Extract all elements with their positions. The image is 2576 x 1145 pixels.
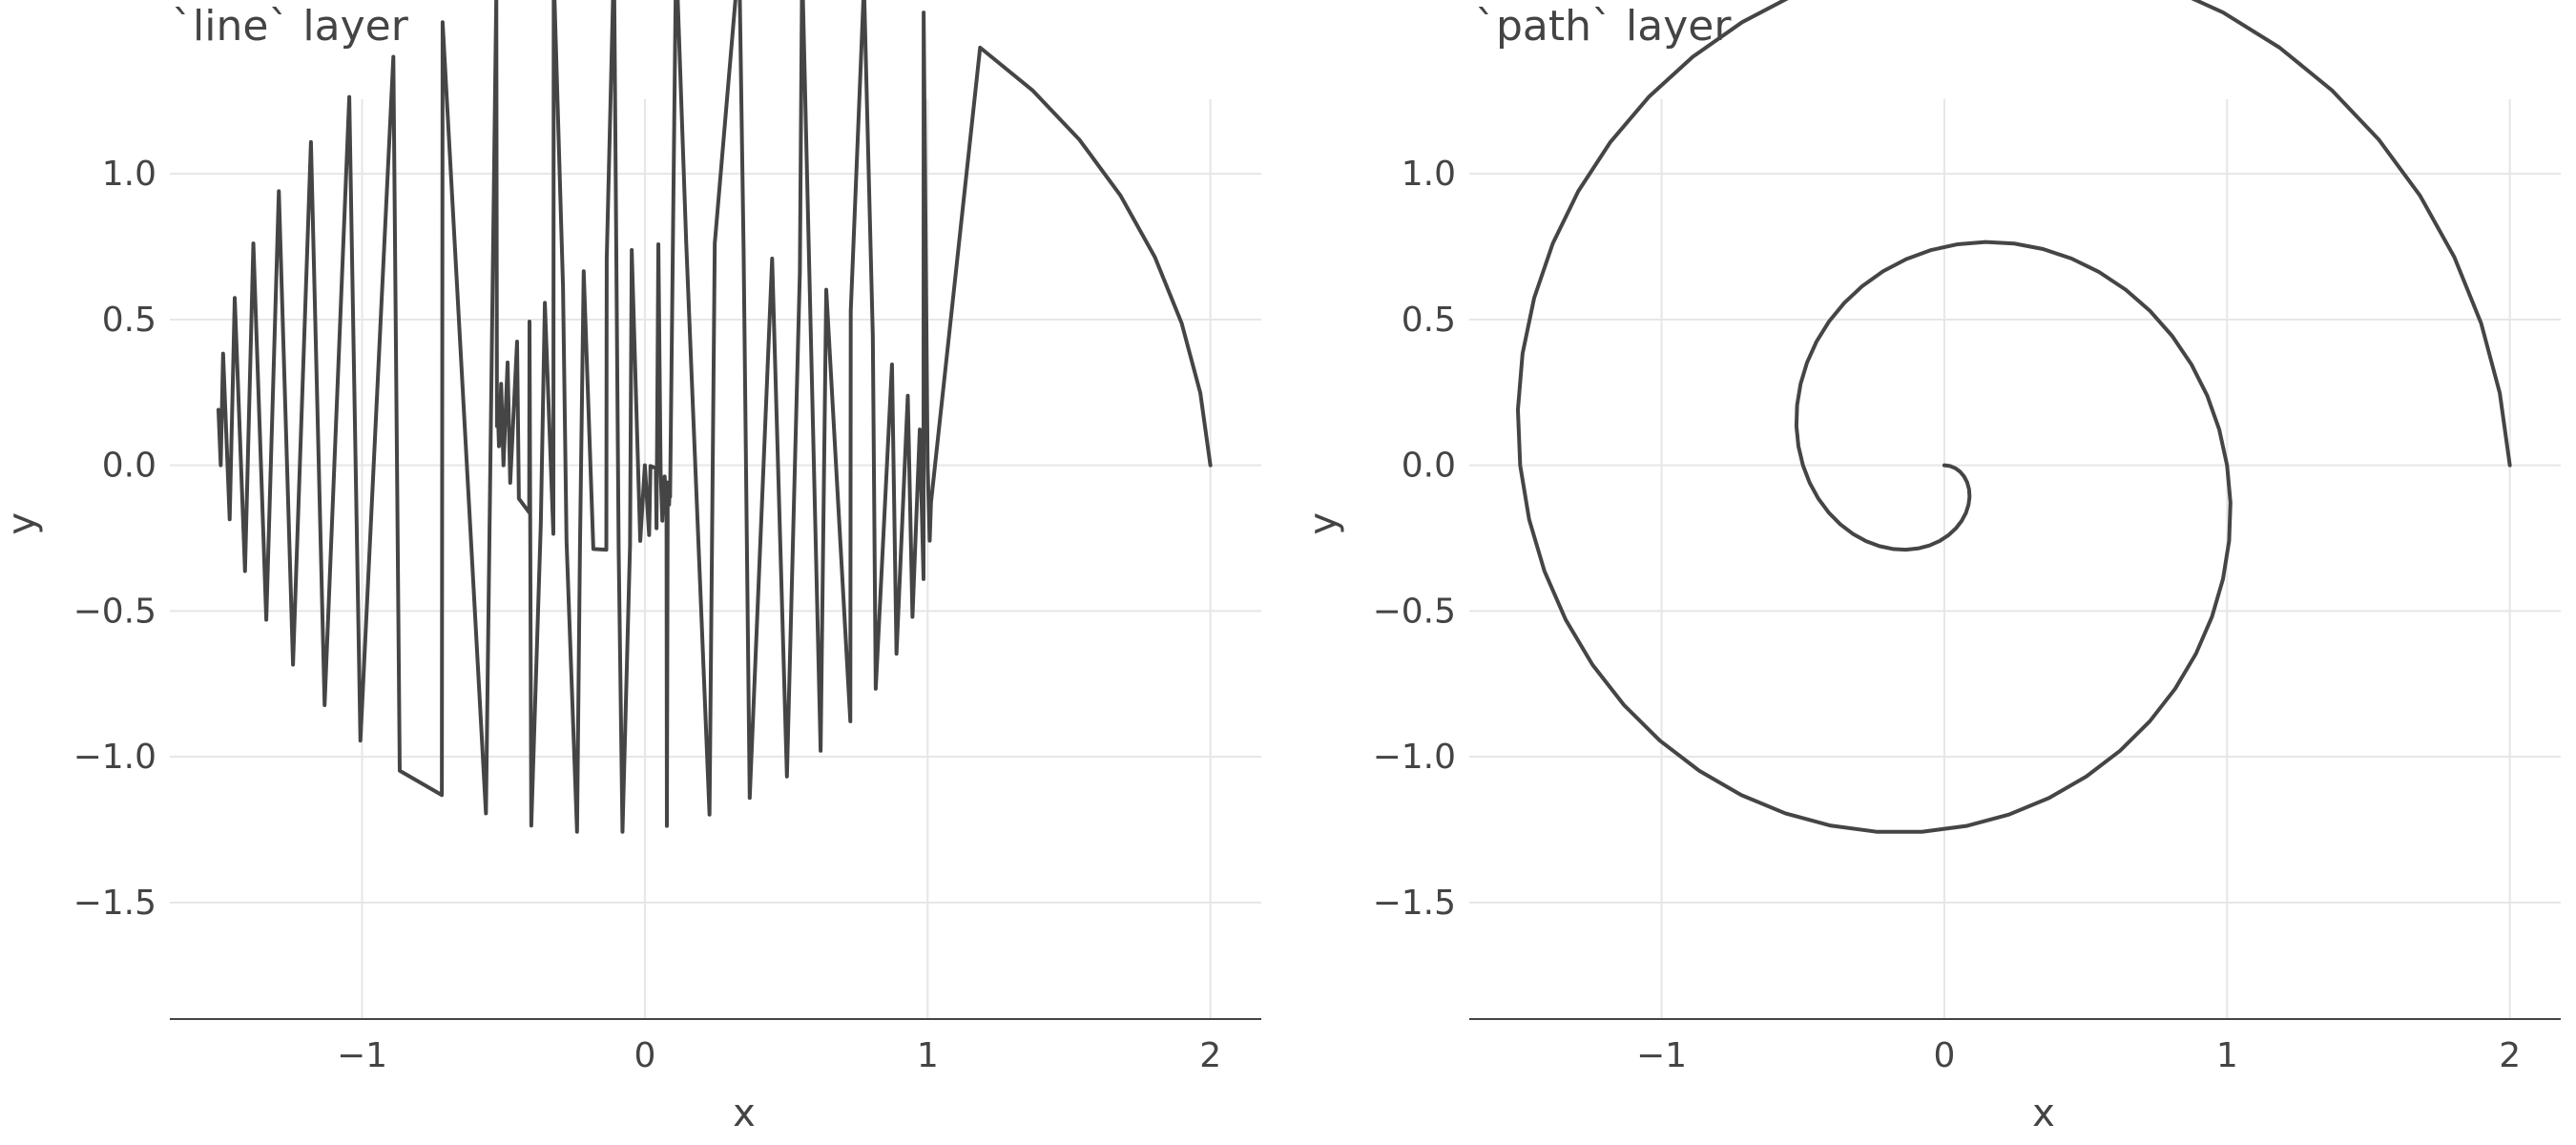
y-tick-label: 0.0	[1402, 447, 1456, 486]
x-tick-label: 2	[2499, 1036, 2521, 1075]
x-tick-label: 0	[1933, 1036, 1955, 1075]
x-axis-title: x	[733, 1092, 756, 1135]
y-tick-label: 0.5	[102, 301, 156, 340]
line-layer-panel: −1 0 1 2 −1.5 −1.0 −0.5 0.0 0.5 1.0 `line` layer x y	[0, 0, 1261, 1135]
path-series	[1515, 0, 2512, 834]
y-tick-label: −1.5	[73, 884, 156, 923]
x-tick-label: 2	[1199, 1036, 1221, 1075]
y-axis-title: y	[1301, 512, 1345, 535]
x-tick-label: −1	[337, 1036, 387, 1075]
y-tick-label: −1.5	[1373, 884, 1456, 923]
panel-title: `line` layer	[172, 2, 409, 51]
x-tick-label: 1	[917, 1036, 939, 1075]
y-tick-label: −1.0	[1373, 738, 1456, 777]
y-axis-title: y	[0, 512, 44, 535]
y-tick-label: 1.0	[1402, 155, 1456, 194]
line-series	[216, 0, 1213, 834]
y-tick-label: −1.0	[73, 738, 156, 777]
y-tick-label: 0.0	[102, 447, 156, 486]
x-tick-label: −1	[1636, 1036, 1687, 1075]
x-tick-label: 0	[634, 1036, 655, 1075]
x-tick-label: 1	[2216, 1036, 2238, 1075]
x-axis-title: x	[2032, 1092, 2055, 1135]
y-tick-label: −0.5	[1373, 592, 1456, 631]
panel-title: `path` layer	[1475, 2, 1732, 51]
y-tick-label: 1.0	[102, 155, 156, 194]
path-layer-panel: −1 0 1 2 −1.5 −1.0 −0.5 0.0 0.5 1.0 `path` layer x y	[1301, 0, 2561, 1135]
y-tick-label: −0.5	[73, 592, 156, 631]
y-tick-label: 0.5	[1402, 301, 1456, 340]
